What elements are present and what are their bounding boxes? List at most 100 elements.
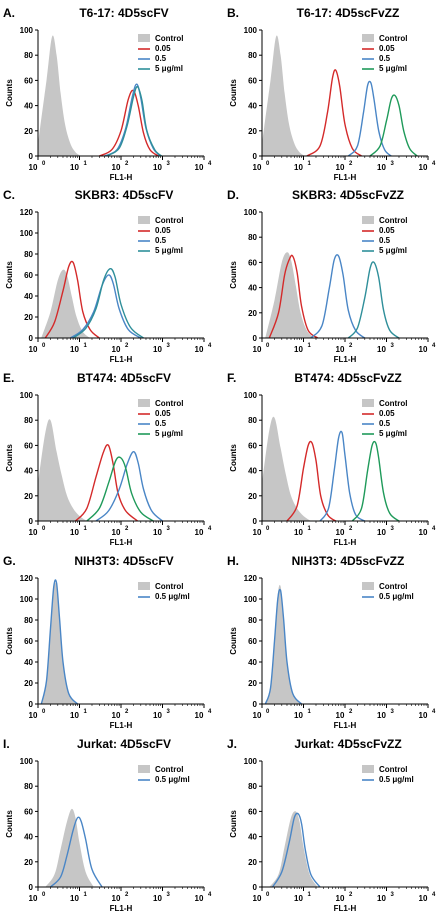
series-control-fill bbox=[265, 584, 302, 704]
series-control-fill bbox=[262, 416, 311, 521]
x-tick-exponent: 3 bbox=[167, 526, 171, 532]
x-tick-label: 10 bbox=[377, 528, 386, 537]
y-tick-label: 100 bbox=[20, 595, 34, 604]
x-tick-label: 10 bbox=[253, 345, 262, 354]
x-tick-label: 10 bbox=[336, 894, 345, 903]
plot-area bbox=[265, 252, 400, 338]
x-tick-exponent: 4 bbox=[208, 161, 212, 167]
plot-area bbox=[262, 416, 400, 521]
x-tick-label: 10 bbox=[336, 163, 345, 172]
x-tick-label: 10 bbox=[336, 345, 345, 354]
x-tick-exponent: 3 bbox=[391, 526, 395, 532]
x-tick-exponent: 3 bbox=[391, 709, 395, 715]
legend-label: Control bbox=[155, 216, 183, 225]
y-tick-label: 120 bbox=[244, 574, 258, 583]
series-line-1 bbox=[264, 588, 303, 704]
y-tick-label: 60 bbox=[24, 441, 33, 450]
y-tick-label: 0 bbox=[29, 883, 34, 892]
x-tick-label: 10 bbox=[419, 163, 428, 172]
x-tick-exponent: 1 bbox=[308, 161, 312, 167]
series-control-fill bbox=[41, 582, 78, 704]
y-tick-label: 40 bbox=[248, 833, 257, 842]
x-tick-label: 10 bbox=[377, 163, 386, 172]
x-tick-exponent: 0 bbox=[42, 892, 46, 898]
series-line-1 bbox=[268, 254, 319, 338]
panel-label: F. bbox=[227, 371, 236, 385]
x-tick-label: 10 bbox=[153, 894, 162, 903]
y-tick-label: 100 bbox=[244, 26, 258, 35]
y-axis-label: Counts bbox=[229, 444, 238, 472]
y-tick-label: 60 bbox=[248, 807, 257, 816]
x-tick-exponent: 3 bbox=[391, 161, 395, 167]
y-tick-label: 40 bbox=[24, 467, 33, 476]
series-line-1 bbox=[50, 816, 103, 887]
x-tick-exponent: 4 bbox=[432, 892, 436, 898]
x-tick-exponent: 4 bbox=[208, 709, 212, 715]
y-tick-label: 20 bbox=[248, 309, 257, 318]
series-control-fill bbox=[269, 811, 318, 887]
panel-title: SKBR3: 4D5scFvZZ bbox=[292, 188, 404, 202]
x-tick-exponent: 3 bbox=[391, 343, 395, 349]
y-tick-label: 80 bbox=[248, 51, 257, 60]
y-tick-label: 100 bbox=[20, 391, 34, 400]
x-tick-exponent: 0 bbox=[42, 343, 46, 349]
legend-label: 0.05 bbox=[155, 409, 171, 418]
x-tick-label: 10 bbox=[195, 711, 204, 720]
legend-label: 0.05 bbox=[155, 44, 171, 53]
legend-label: Control bbox=[379, 765, 407, 774]
y-tick-label: 60 bbox=[248, 258, 257, 267]
legend-label: 0.05 bbox=[155, 226, 171, 235]
y-axis-label: Counts bbox=[229, 261, 238, 289]
panel-label: B. bbox=[227, 6, 239, 20]
y-tick-label: 60 bbox=[24, 637, 33, 646]
x-axis-label: FL1-H bbox=[110, 904, 133, 913]
series-line-1 bbox=[286, 440, 337, 521]
x-tick-exponent: 2 bbox=[125, 892, 129, 898]
plot-area bbox=[38, 35, 163, 156]
x-tick-label: 10 bbox=[195, 345, 204, 354]
x-tick-label: 10 bbox=[336, 528, 345, 537]
x-tick-exponent: 3 bbox=[167, 161, 171, 167]
legend-label: 0.5 bbox=[155, 236, 167, 245]
legend-label: 0.5 bbox=[155, 419, 167, 428]
y-tick-label: 60 bbox=[248, 76, 257, 85]
series-control-fill bbox=[38, 419, 87, 521]
x-axis-label: FL1-H bbox=[110, 721, 133, 730]
x-tick-exponent: 2 bbox=[125, 343, 129, 349]
panel-label: I. bbox=[3, 737, 10, 751]
x-tick-label: 10 bbox=[153, 711, 162, 720]
x-tick-label: 10 bbox=[70, 711, 79, 720]
x-tick-exponent: 2 bbox=[125, 709, 129, 715]
x-tick-label: 10 bbox=[253, 163, 262, 172]
x-tick-exponent: 0 bbox=[266, 709, 270, 715]
legend-label: Control bbox=[379, 216, 407, 225]
legend-label: 5 μg/ml bbox=[155, 64, 183, 73]
y-tick-label: 40 bbox=[24, 658, 33, 667]
x-tick-label: 10 bbox=[153, 163, 162, 172]
series-line-2 bbox=[347, 80, 392, 156]
y-tick-label: 0 bbox=[253, 334, 258, 343]
x-tick-exponent: 1 bbox=[84, 526, 88, 532]
panel-label: J. bbox=[227, 737, 237, 751]
legend-label: 0.5 bbox=[379, 419, 391, 428]
series-line-2 bbox=[95, 451, 163, 521]
legend-label: 5 μg/ml bbox=[155, 429, 183, 438]
panel-label: E. bbox=[3, 371, 14, 385]
x-tick-label: 10 bbox=[377, 711, 386, 720]
x-axis-label: FL1-H bbox=[334, 173, 357, 182]
y-tick-label: 100 bbox=[244, 391, 258, 400]
x-tick-label: 10 bbox=[294, 894, 303, 903]
x-axis-label: FL1-H bbox=[334, 538, 357, 547]
y-tick-label: 80 bbox=[24, 250, 33, 259]
y-tick-label: 0 bbox=[253, 700, 258, 709]
legend-swatch-control bbox=[362, 216, 374, 224]
legend-label: 0.5 bbox=[379, 236, 391, 245]
x-tick-label: 10 bbox=[112, 163, 121, 172]
x-tick-label: 10 bbox=[294, 711, 303, 720]
legend-swatch-control bbox=[138, 765, 150, 773]
